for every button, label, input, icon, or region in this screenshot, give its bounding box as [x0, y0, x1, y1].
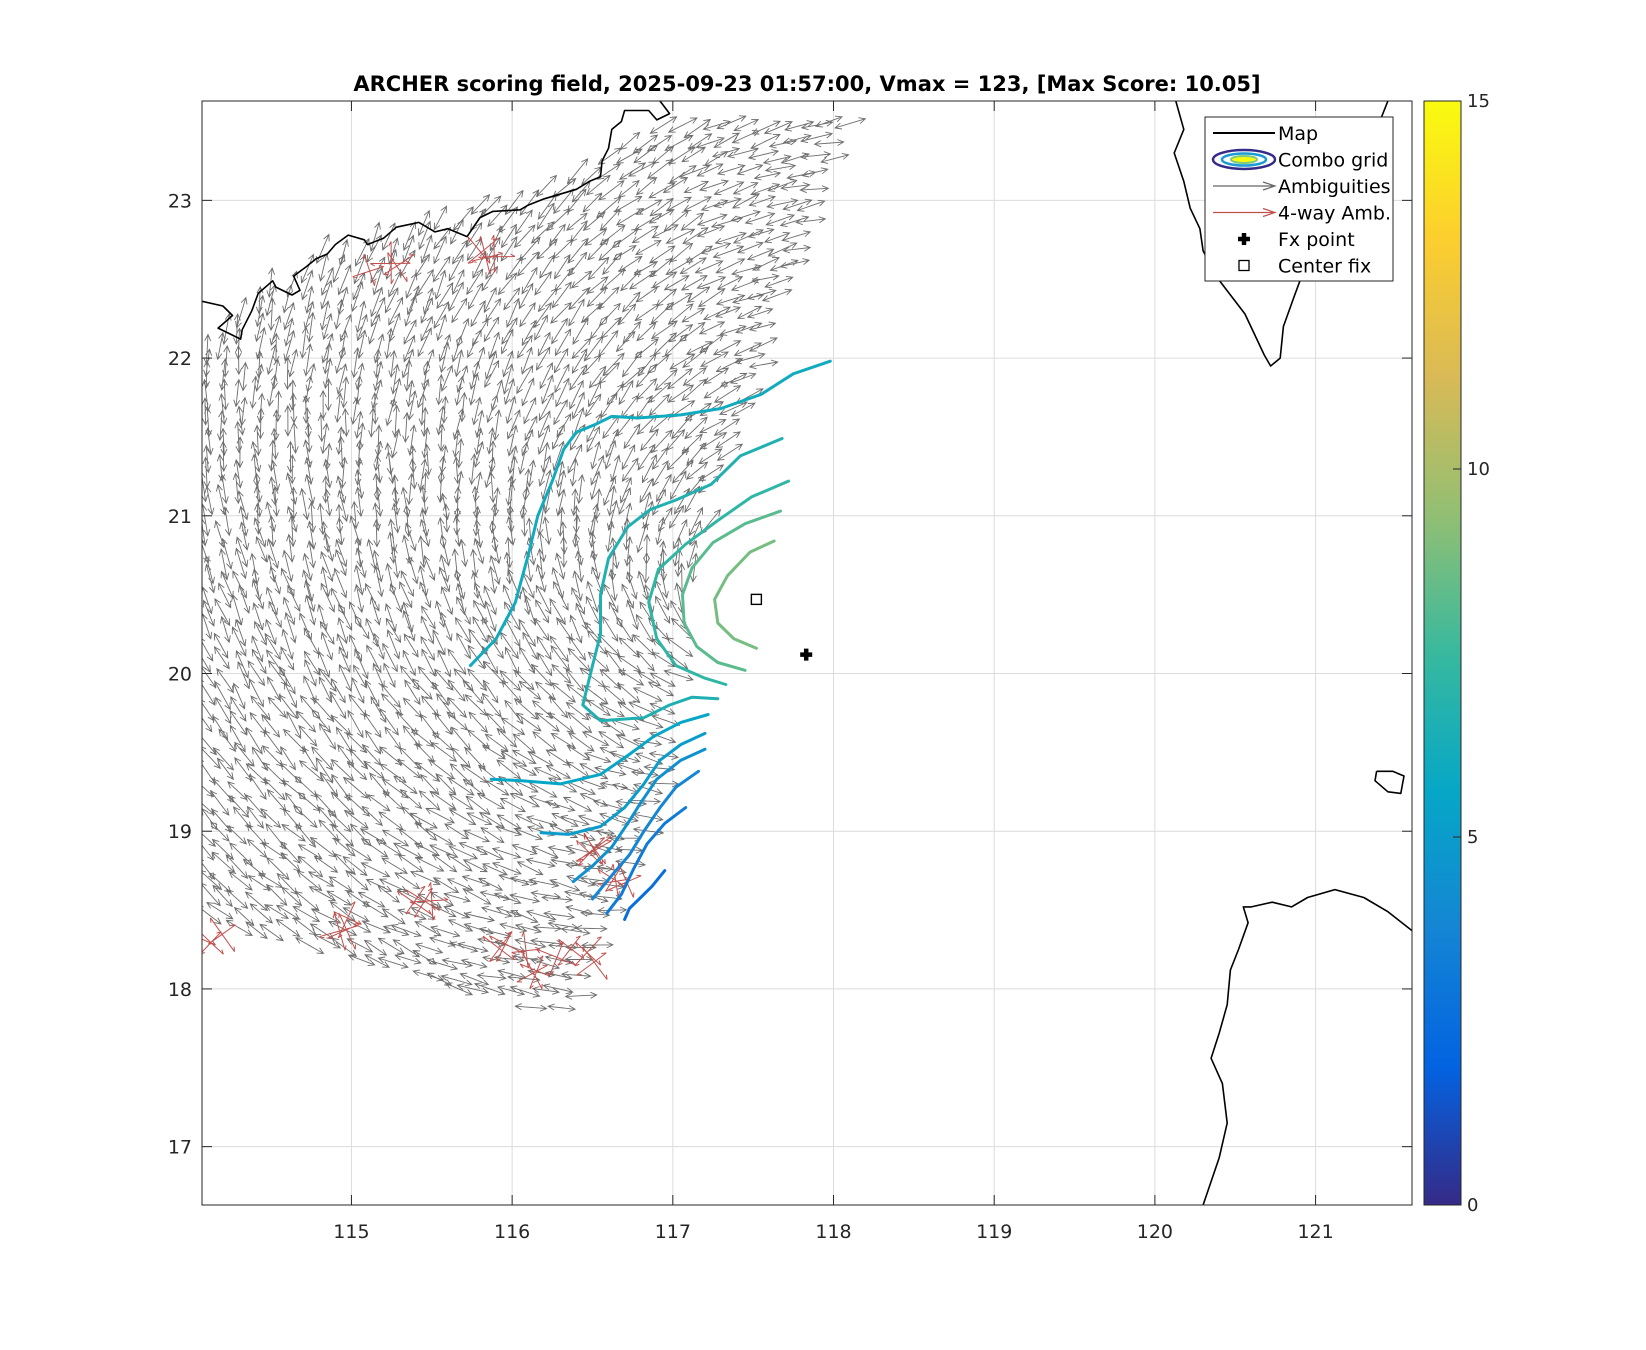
- legend-label: Combo grid: [1278, 150, 1388, 172]
- score-contour: [623, 869, 667, 921]
- legend-label: Center fix: [1278, 256, 1371, 278]
- x-tick-label: 119: [976, 1221, 1012, 1243]
- score-contour: [713, 539, 776, 650]
- legend-square-marker: [1238, 259, 1250, 272]
- score-contour: [681, 509, 782, 672]
- legend-arrow: [1213, 207, 1277, 218]
- score-contour: [571, 747, 707, 884]
- score-contour: [591, 769, 700, 901]
- legend-label: Map: [1278, 123, 1318, 145]
- legend-ellipse-inner: [1230, 155, 1258, 164]
- y-tick-label: 23: [168, 190, 192, 212]
- ambiguity-arrows: [202, 115, 867, 1013]
- score-contour: [468, 359, 832, 668]
- y-tick-label: 21: [168, 506, 192, 528]
- x-tick-label: 120: [1137, 1221, 1173, 1243]
- legend-plus-marker: [1238, 233, 1250, 245]
- x-tick-label: 116: [494, 1221, 530, 1243]
- center-fix-marker: [750, 593, 763, 606]
- combo-grid-contours: [468, 359, 832, 921]
- x-tick-label: 118: [815, 1221, 851, 1243]
- colorbar-tick-label: 0: [1467, 1195, 1478, 1216]
- colorbar: 0 5 10 15: [1423, 91, 1490, 1216]
- legend-combo-grid-ellipses: [1211, 148, 1277, 171]
- legend-ellipse-mid: [1220, 152, 1268, 167]
- legend-label: Ambiguities: [1278, 176, 1391, 198]
- score-contour: [605, 806, 688, 915]
- score-contour: [647, 479, 790, 686]
- y-tick-label: 22: [168, 348, 192, 370]
- score-contour: [489, 713, 710, 786]
- y-tick-label: 19: [168, 821, 192, 843]
- score-contour: [539, 731, 707, 836]
- legend-ellipse-outer: [1211, 148, 1277, 171]
- legend-arrow: [1213, 181, 1277, 191]
- four-way-ambiguity-arrows: [202, 234, 642, 990]
- x-tick-label: 115: [333, 1221, 369, 1243]
- y-tick-label: 20: [168, 664, 192, 686]
- axis-ticks: 115 116 117 118 119 120 121 17 18 19 20 21 22 23: [168, 101, 1412, 1243]
- ambiguity-arrow-set: [202, 115, 867, 1013]
- y-tick-label: 18: [168, 979, 192, 1001]
- y-tick-label: 17: [168, 1137, 192, 1159]
- legend: Map Combo grid Ambiguities 4-way Amb. Fx poi…: [1204, 116, 1394, 282]
- fix-markers: [750, 593, 813, 661]
- legend-box: [1204, 116, 1394, 282]
- colorbar-ticks: 0 5 10 15: [1453, 91, 1490, 1216]
- legend-label: Fx point: [1278, 229, 1355, 251]
- colorbar-gradient: [1423, 100, 1462, 1206]
- score-contour: [581, 437, 784, 723]
- colorbar-tick-label: 15: [1467, 91, 1490, 112]
- fx-point-marker: [800, 648, 813, 661]
- chart-title: ARCHER scoring field, 2025-09-23 01:57:0…: [353, 72, 1260, 96]
- coastline: [202, 101, 671, 340]
- four-way-arrow-set: [202, 234, 642, 990]
- x-tick-label: 121: [1297, 1221, 1333, 1243]
- coastline: [1202, 888, 1412, 1205]
- colorbar-tick-label: 5: [1467, 827, 1478, 848]
- x-tick-label: 117: [655, 1221, 691, 1243]
- legend-label: 4-way Amb.: [1278, 203, 1391, 225]
- plot-area: 115 116 117 118 119 120 121 17 18 19 20 21 22 23: [168, 100, 1413, 1243]
- coastline: [1374, 770, 1405, 795]
- colorbar-tick-label: 10: [1467, 459, 1490, 480]
